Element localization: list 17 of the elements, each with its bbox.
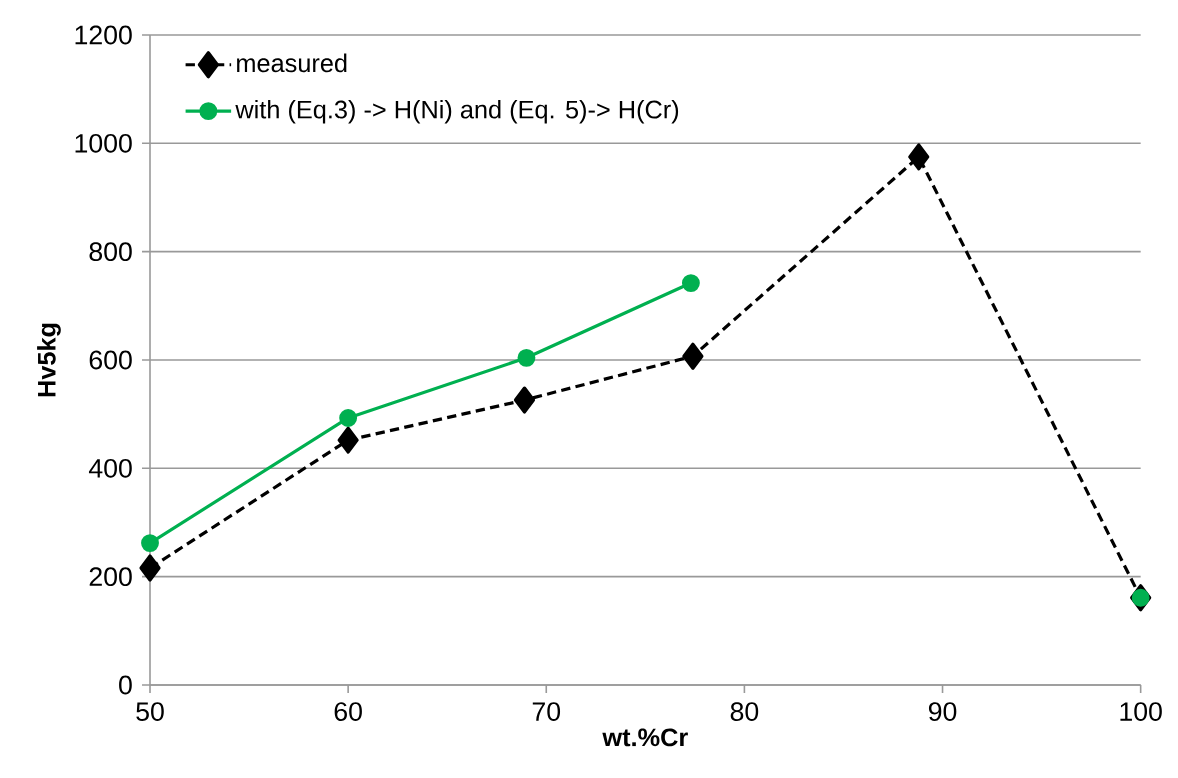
y-tick-label: 0 xyxy=(119,675,132,695)
y-axis-title: Hv5kg xyxy=(37,323,61,397)
y-tick-label: 1000 xyxy=(75,133,132,153)
x-axis-title: wt.%Cr xyxy=(602,728,688,747)
legend-label: measured xyxy=(237,53,347,73)
y-tick-label: 600 xyxy=(89,350,132,370)
y-tick-label: 1200 xyxy=(75,25,132,45)
x-tick-label: 100 xyxy=(1120,702,1162,722)
legend-label: with (Eq.3) -> H(Ni) and (Eq. 5)-> H(Cr) xyxy=(235,99,679,124)
x-tick-label: 90 xyxy=(928,702,957,722)
x-tick-label: 80 xyxy=(730,702,759,722)
x-tick-label: 70 xyxy=(532,702,561,722)
y-tick-label: 800 xyxy=(89,242,132,262)
x-tick-label: 60 xyxy=(334,702,362,722)
y-tick-label: 400 xyxy=(88,458,132,478)
y-tick-label: 200 xyxy=(89,567,132,587)
x-tick-label: 50 xyxy=(136,702,164,722)
